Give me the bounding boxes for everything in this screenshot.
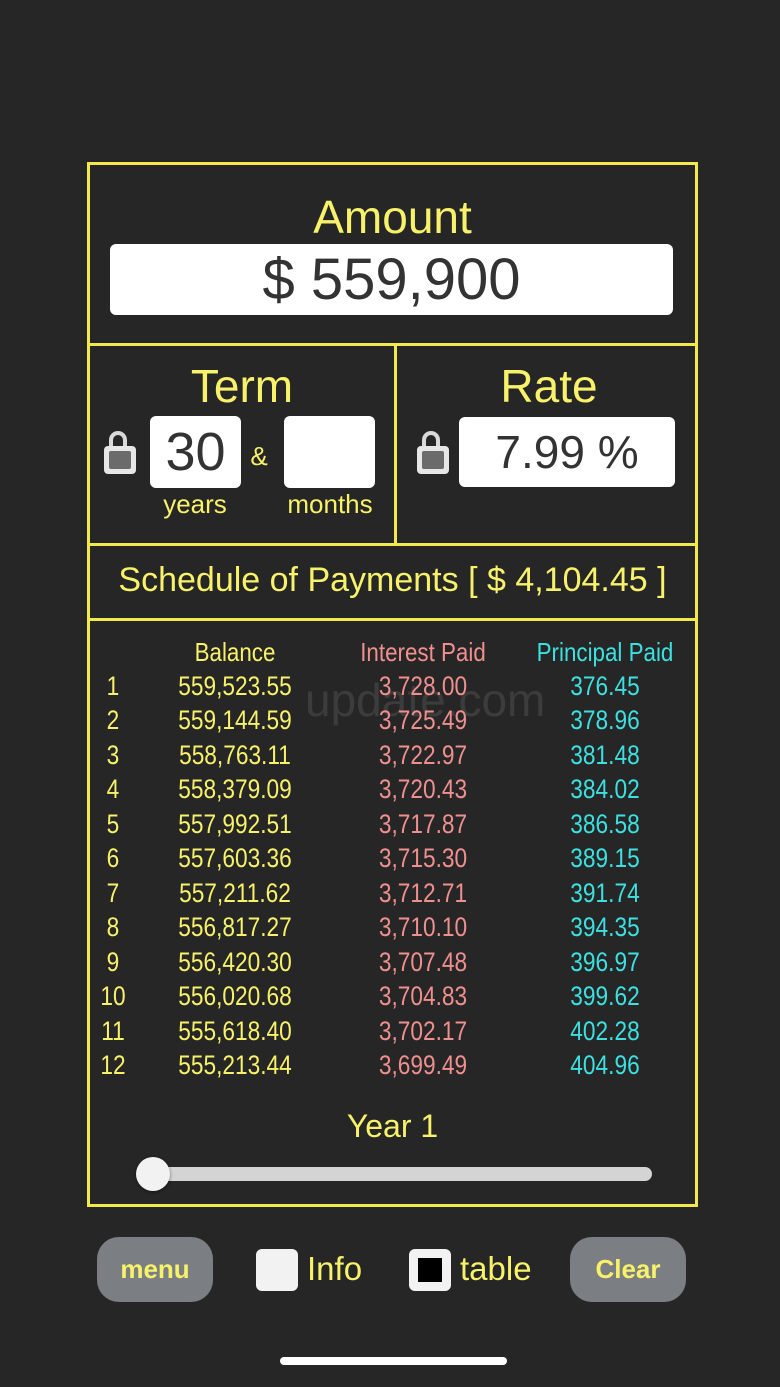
table-row: 4 558,379.09 3,720.43 384.02 bbox=[90, 774, 695, 808]
balance-cell: 558,379.09 bbox=[178, 774, 292, 804]
row-number: 10 bbox=[100, 981, 126, 1011]
divider bbox=[394, 343, 397, 543]
rate-input[interactable]: 7.99 % bbox=[459, 417, 675, 487]
divider bbox=[90, 618, 695, 621]
info-checkbox[interactable] bbox=[256, 1249, 298, 1291]
amount-title: Amount bbox=[313, 191, 472, 243]
term-lock-icon[interactable] bbox=[104, 431, 136, 474]
table-row: 2 559,144.59 3,725.49 378.96 bbox=[90, 705, 695, 739]
balance-cell: 557,211.62 bbox=[179, 878, 291, 908]
table-row: 7 557,211.62 3,712.71 391.74 bbox=[90, 878, 695, 912]
interest-cell: 3,704.83 bbox=[378, 981, 468, 1011]
table-row: 8 556,817.27 3,710.10 394.35 bbox=[90, 912, 695, 946]
row-number: 1 bbox=[106, 671, 120, 701]
interest-cell: 3,712.71 bbox=[378, 878, 468, 908]
interest-cell: 3,710.10 bbox=[378, 912, 468, 942]
year-slider-thumb[interactable] bbox=[136, 1157, 170, 1191]
term-title: Term bbox=[190, 360, 294, 412]
balance-cell: 556,020.68 bbox=[178, 981, 292, 1011]
balance-cell: 558,763.11 bbox=[179, 740, 291, 770]
term-ampersand: & bbox=[250, 441, 268, 471]
balance-cell: 556,817.27 bbox=[178, 912, 292, 942]
interest-cell: 3,720.43 bbox=[378, 774, 468, 804]
table-checkbox[interactable] bbox=[409, 1249, 451, 1291]
schedule-title: Schedule of Payments [ $ 4,104.45 ] bbox=[118, 561, 667, 599]
balance-cell: 556,420.30 bbox=[178, 947, 292, 977]
principal-cell: 394.35 bbox=[570, 912, 640, 942]
principal-cell: 396.97 bbox=[570, 947, 640, 977]
balance-cell: 559,144.59 bbox=[178, 705, 292, 735]
principal-cell: 378.96 bbox=[570, 705, 640, 735]
interest-cell: 3,715.30 bbox=[378, 843, 468, 873]
year-slider-track[interactable] bbox=[140, 1167, 652, 1181]
watermark: update.com bbox=[305, 674, 546, 726]
principal-cell: 389.15 bbox=[570, 843, 640, 873]
row-number: 7 bbox=[106, 878, 120, 908]
interest-cell: 3,728.00 bbox=[378, 671, 468, 701]
term-months-input[interactable] bbox=[284, 416, 375, 488]
row-number: 9 bbox=[106, 947, 120, 977]
row-number: 12 bbox=[100, 1050, 126, 1080]
year-label: Year 1 bbox=[346, 1108, 439, 1144]
table-row: 10 556,020.68 3,704.83 399.62 bbox=[90, 981, 695, 1015]
rate-lock-icon[interactable] bbox=[417, 431, 449, 474]
interest-header: Interest Paid bbox=[360, 637, 486, 667]
balance-cell: 557,603.36 bbox=[178, 843, 292, 873]
menu-button[interactable]: menu bbox=[97, 1237, 213, 1302]
table-row: 3 558,763.11 3,722.97 381.48 bbox=[90, 740, 695, 774]
table-row: 12 555,213.44 3,699.49 404.96 bbox=[90, 1050, 695, 1084]
term-years-input[interactable]: 30 bbox=[150, 416, 241, 488]
calculator-frame: Amount $ 559,900 Term 30 & years months … bbox=[87, 162, 698, 1207]
divider bbox=[90, 543, 695, 546]
row-number: 3 bbox=[106, 740, 120, 770]
principal-cell: 404.96 bbox=[570, 1050, 640, 1080]
months-label: months bbox=[287, 489, 373, 519]
amount-input[interactable]: $ 559,900 bbox=[110, 244, 673, 315]
balance-header: Balance bbox=[194, 637, 276, 667]
interest-cell: 3,717.87 bbox=[378, 809, 468, 839]
principal-cell: 381.48 bbox=[570, 740, 640, 770]
principal-header: Principal Paid bbox=[536, 637, 674, 667]
row-number: 5 bbox=[106, 809, 120, 839]
principal-cell: 386.58 bbox=[570, 809, 640, 839]
interest-cell: 3,725.49 bbox=[378, 705, 468, 735]
balance-cell: 555,618.40 bbox=[178, 1016, 292, 1046]
divider bbox=[90, 343, 695, 346]
row-number: 11 bbox=[101, 1016, 125, 1046]
rate-title: Rate bbox=[500, 360, 598, 412]
home-indicator[interactable] bbox=[280, 1357, 507, 1365]
interest-cell: 3,699.49 bbox=[378, 1050, 468, 1080]
table-label: table bbox=[460, 1250, 532, 1287]
table-row: 11 555,618.40 3,702.17 402.28 bbox=[90, 1016, 695, 1050]
row-number: 6 bbox=[106, 843, 120, 873]
row-number: 4 bbox=[106, 774, 120, 804]
principal-cell: 391.74 bbox=[570, 878, 640, 908]
info-label: Info bbox=[307, 1250, 363, 1287]
principal-cell: 376.45 bbox=[570, 671, 640, 701]
balance-cell: 555,213.44 bbox=[178, 1050, 292, 1080]
table-row: 1 559,523.55 3,728.00 376.45 bbox=[90, 671, 695, 705]
interest-cell: 3,702.17 bbox=[378, 1016, 468, 1046]
clear-button[interactable]: Clear bbox=[570, 1237, 686, 1302]
principal-cell: 399.62 bbox=[570, 981, 640, 1011]
principal-cell: 384.02 bbox=[570, 774, 640, 804]
row-number: 8 bbox=[106, 912, 120, 942]
principal-cell: 402.28 bbox=[570, 1016, 640, 1046]
years-label: years bbox=[163, 489, 227, 519]
interest-cell: 3,722.97 bbox=[378, 740, 468, 770]
row-number: 2 bbox=[106, 705, 120, 735]
table-row: 6 557,603.36 3,715.30 389.15 bbox=[90, 843, 695, 877]
interest-cell: 3,707.48 bbox=[378, 947, 468, 977]
balance-cell: 557,992.51 bbox=[178, 809, 292, 839]
balance-cell: 559,523.55 bbox=[178, 671, 292, 701]
table-row: 9 556,420.30 3,707.48 396.97 bbox=[90, 947, 695, 981]
table-row: 5 557,992.51 3,717.87 386.58 bbox=[90, 809, 695, 843]
